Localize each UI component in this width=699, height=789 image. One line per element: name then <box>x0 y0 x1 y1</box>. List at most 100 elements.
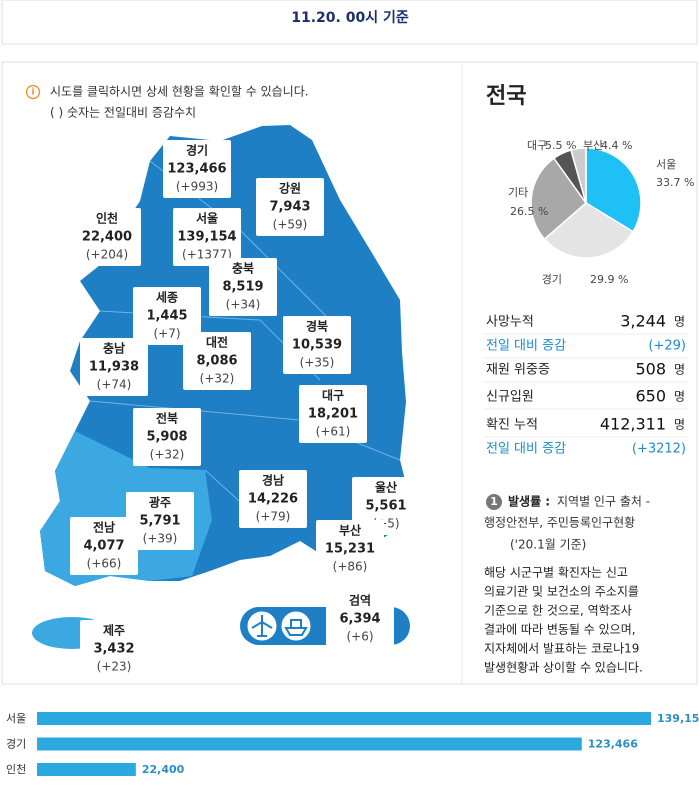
region-box[interactable] <box>299 385 367 443</box>
region-total: 3,432 <box>93 642 134 657</box>
region-total: 11,938 <box>89 360 139 375</box>
region-box[interactable] <box>183 332 251 390</box>
info-icon <box>25 84 41 100</box>
stat-value: 412,311 <box>600 415 666 434</box>
region-name: 세종 <box>156 290 178 305</box>
header-time: 11.20. 00시 기준 <box>291 10 409 26</box>
region-name: 광주 <box>149 495 171 510</box>
bar <box>37 737 582 751</box>
region-name: 제주 <box>103 624 125 638</box>
stat-label: 전일 대비 증감 <box>486 339 566 354</box>
region-change: (+79) <box>256 510 291 524</box>
note-title: 발생률 : <box>508 494 550 509</box>
pie-label-name: 대구 <box>527 139 547 152</box>
region-box[interactable] <box>316 520 384 578</box>
region-change: (+74) <box>97 378 132 392</box>
region-box[interactable] <box>173 208 241 266</box>
region-total: 6,394 <box>339 612 380 627</box>
stat-unit: 명 <box>674 418 685 432</box>
region-total: 8,519 <box>222 280 263 295</box>
pie-label-name: 서울 <box>656 158 676 171</box>
summary-title: 전국 <box>486 84 526 109</box>
region-total: 139,154 <box>177 230 236 245</box>
region-total: 18,201 <box>308 407 358 422</box>
info-icon-mark: i <box>31 88 34 98</box>
region-box[interactable] <box>283 316 351 374</box>
bar <box>37 763 136 776</box>
pie-label-value: 5.5 % <box>545 139 576 152</box>
stat-label: 재원 위중증 <box>486 363 550 378</box>
pie-label-name: 부산 <box>583 139 603 152</box>
region-box[interactable] <box>326 590 394 648</box>
note-body: 발생현황과 상이할 수 있습니다. <box>484 661 643 675</box>
bar-category: 인천 <box>6 762 26 776</box>
stat-unit: 명 <box>674 315 685 329</box>
region-change: (+61) <box>316 425 351 439</box>
note-badge-bg <box>486 494 502 510</box>
region-box[interactable] <box>163 140 231 198</box>
region-total: 7,943 <box>269 200 310 215</box>
pie-label-value: 33.7 % <box>656 176 694 189</box>
region-box[interactable] <box>133 287 201 345</box>
region-total: 4,077 <box>83 539 124 554</box>
region-change: (+6) <box>346 630 373 644</box>
note-source: ('20.1월 기준) <box>510 538 586 552</box>
region-change: (+23) <box>97 660 132 674</box>
pie-slice <box>570 147 587 204</box>
note-body: 지자체에서 발표하는 코로나19 <box>484 642 639 656</box>
airplane-glyph <box>251 615 273 637</box>
region-change: (+32) <box>200 372 235 386</box>
region-total: 5,561 <box>365 499 406 514</box>
ship-icon[interactable] <box>280 610 312 642</box>
stat-label: 전일 대비 증감 <box>486 442 566 457</box>
stat-change: (+29) <box>648 339 686 354</box>
notice-line: ( ) 숫자는 전일대비 증감수치 <box>50 106 196 120</box>
region-change: (+59) <box>273 218 308 232</box>
region-change: (+32) <box>150 448 185 462</box>
pie-label-value: 29.9 % <box>590 273 628 286</box>
region-box[interactable] <box>80 620 148 678</box>
stat-value: 3,244 <box>620 312 666 331</box>
region-change: (+204) <box>86 248 128 262</box>
pie-slice <box>530 157 588 241</box>
region-name: 대전 <box>206 335 228 350</box>
bar-value-label: 123,466 <box>588 738 638 751</box>
note-body: 의료기관 및 보건소의 주소지를 <box>484 585 639 599</box>
pie-label-value: 26.5 % <box>510 205 548 218</box>
bar-value-label: 139,15 <box>657 712 699 725</box>
region-box[interactable] <box>133 408 201 466</box>
region-total: 22,400 <box>82 230 132 245</box>
region-name: 충북 <box>232 261 254 276</box>
stat-label: 신규입원 <box>486 390 534 405</box>
region-box[interactable] <box>256 178 324 236</box>
region-name: 경남 <box>262 473 284 488</box>
stat-label: 확진 누적 <box>486 418 538 433</box>
region-box[interactable] <box>70 517 138 575</box>
region-box[interactable] <box>73 208 141 266</box>
region-total: 123,466 <box>167 162 226 177</box>
region-total: 10,539 <box>292 338 342 353</box>
pie-label-name: 경기 <box>542 273 562 286</box>
note-body: 기준으로 한 것으로, 역학조사 <box>484 604 632 618</box>
region-box[interactable] <box>80 338 148 396</box>
region-change: (+34) <box>226 298 261 312</box>
region-box[interactable] <box>209 258 277 316</box>
notice-line: 시도를 클릭하시면 상세 현황을 확인할 수 있습니다. <box>50 85 309 99</box>
region-total: 14,226 <box>248 492 298 507</box>
region-name: 울산 <box>375 480 397 495</box>
region-box[interactable] <box>239 470 307 528</box>
region-name: 경기 <box>186 143 208 158</box>
stat-value: 650 <box>635 387 666 406</box>
pie-label-value: 4.4 % <box>601 139 632 152</box>
header-box <box>1 0 698 45</box>
region-box[interactable] <box>126 492 194 550</box>
region-change: (+86) <box>333 560 368 574</box>
region-total: 8,086 <box>196 354 237 369</box>
bar-category: 경기 <box>6 738 26 751</box>
note-source: 행정안전부, 주민등록인구현황 <box>484 515 635 530</box>
region-change: (+39) <box>143 532 178 546</box>
note-badge: 1 <box>490 495 498 508</box>
region-total: 5,791 <box>139 514 180 529</box>
bar <box>37 712 651 725</box>
